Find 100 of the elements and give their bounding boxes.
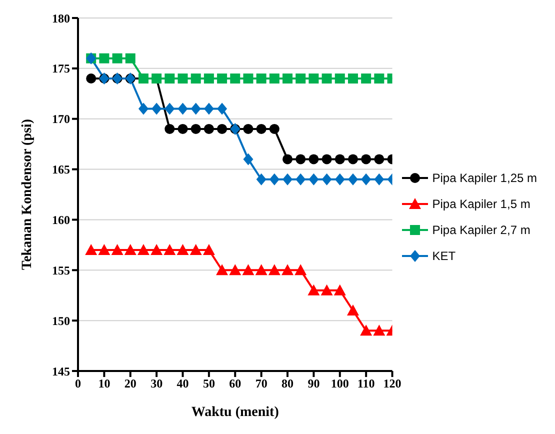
point — [361, 74, 372, 84]
point — [268, 264, 280, 276]
point — [269, 124, 280, 134]
legend-label: KET — [432, 249, 456, 263]
legend-label: Pipa Kapiler 1,5 m — [432, 197, 530, 211]
y-tick-label: 165 — [52, 162, 70, 177]
point — [124, 244, 136, 255]
x-tick-label: 90 — [308, 376, 320, 391]
point — [230, 74, 240, 84]
point — [190, 124, 201, 134]
y-tick-label: 170 — [52, 112, 70, 126]
point — [308, 74, 319, 84]
point — [322, 74, 332, 84]
x-axis-title: Waktu (menit) — [191, 405, 280, 420]
point — [164, 124, 175, 134]
point — [334, 284, 346, 296]
point — [282, 264, 294, 276]
point — [178, 102, 188, 115]
y-tick-label: 180 — [52, 11, 70, 26]
point — [348, 74, 358, 84]
point — [308, 154, 319, 164]
point — [164, 244, 176, 255]
point — [334, 74, 345, 84]
point — [85, 244, 98, 255]
point — [243, 74, 254, 84]
x-tick-label: 110 — [357, 376, 375, 391]
point — [334, 173, 345, 186]
point — [216, 264, 228, 276]
point — [282, 74, 293, 84]
point — [294, 264, 307, 276]
point — [374, 173, 384, 186]
point — [204, 74, 214, 84]
point — [99, 53, 110, 64]
point — [256, 124, 266, 134]
point — [308, 284, 320, 296]
point — [374, 154, 384, 164]
y-tick-label: 155 — [52, 263, 70, 278]
point — [152, 102, 162, 115]
x-tick-label: 0 — [75, 376, 81, 391]
point — [296, 154, 306, 164]
point — [348, 173, 358, 186]
y-axis-title: Tekanan Kondensor (psi) — [20, 118, 35, 270]
point — [176, 244, 189, 255]
point — [178, 74, 188, 84]
x-tick-label: 10 — [98, 376, 110, 391]
point — [360, 324, 372, 336]
point — [269, 173, 280, 186]
point — [204, 102, 214, 115]
point — [322, 154, 332, 164]
x-tick-label: 60 — [229, 376, 242, 391]
point — [111, 244, 124, 255]
y-tick-label: 160 — [52, 212, 70, 227]
point — [320, 284, 333, 296]
point — [164, 102, 175, 115]
x-tick-label: 80 — [282, 376, 294, 391]
point — [125, 53, 136, 64]
point — [256, 74, 266, 84]
legend-label: Pipa Kapiler 1,25 m — [432, 171, 537, 185]
point — [164, 74, 175, 84]
point — [138, 102, 148, 115]
point — [190, 244, 202, 255]
y-tick-label: 150 — [52, 314, 70, 328]
point — [98, 244, 110, 255]
point — [255, 264, 268, 276]
point — [322, 173, 332, 186]
point — [243, 124, 254, 134]
point — [202, 244, 215, 255]
point — [137, 244, 150, 255]
point — [112, 53, 122, 64]
point — [190, 74, 201, 84]
point — [361, 173, 372, 186]
y-tick-label: 175 — [52, 62, 70, 76]
point — [243, 153, 254, 166]
point — [178, 124, 188, 134]
x-tick-label: 120 — [383, 376, 402, 391]
point — [296, 74, 306, 84]
x-tick-label: 100 — [330, 376, 349, 391]
point — [217, 124, 228, 134]
point — [204, 124, 214, 134]
x-tick-label: 50 — [202, 376, 215, 391]
point — [374, 74, 384, 84]
x-tick-label: 30 — [150, 376, 163, 391]
point — [346, 304, 359, 316]
point — [348, 154, 358, 164]
point — [217, 74, 228, 84]
y-tick-label: 145 — [52, 364, 70, 378]
point — [296, 173, 306, 186]
point — [190, 102, 201, 115]
point — [334, 154, 345, 164]
point — [361, 154, 372, 164]
point — [229, 264, 242, 276]
point — [242, 264, 254, 276]
point — [269, 74, 280, 84]
point — [256, 173, 266, 186]
point — [282, 154, 293, 164]
point — [373, 324, 386, 336]
x-tick-label: 70 — [255, 376, 268, 391]
point — [308, 173, 319, 186]
point — [150, 244, 163, 255]
x-tick-label: 20 — [124, 376, 136, 391]
